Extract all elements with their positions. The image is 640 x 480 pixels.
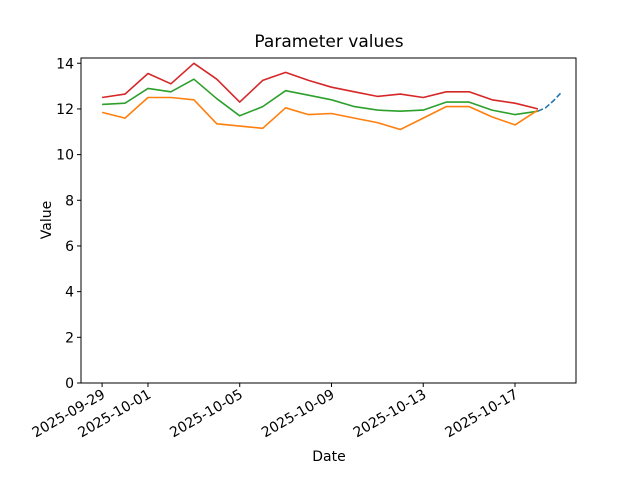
orange-series-line [101, 96, 539, 131]
blue-dashed-series-line [537, 92, 562, 112]
green-series-line [102, 78, 539, 117]
chart-title: Parameter values [254, 32, 403, 52]
y-tick-label: 12 [56, 102, 74, 118]
axes-frame [80, 57, 577, 384]
x-axis-label: Date [312, 449, 345, 465]
y-tick-label: 6 [65, 239, 74, 255]
y-tick-label: 2 [65, 330, 74, 346]
y-tick-label: 0 [65, 376, 74, 392]
y-tick-label: 10 [56, 148, 74, 164]
x-tick-label: 2025-10-09 [259, 387, 337, 442]
x-tick-label: 2025-10-17 [443, 387, 521, 442]
red-series-line [101, 62, 539, 110]
y-tick-label: 14 [56, 56, 74, 72]
x-tick-label: 2025-10-05 [167, 387, 245, 442]
y-tick-label: 4 [65, 285, 74, 301]
x-tick-label: 2025-10-13 [351, 387, 429, 442]
y-tick-label: 8 [65, 193, 74, 209]
y-axis-label: Value [39, 201, 55, 239]
